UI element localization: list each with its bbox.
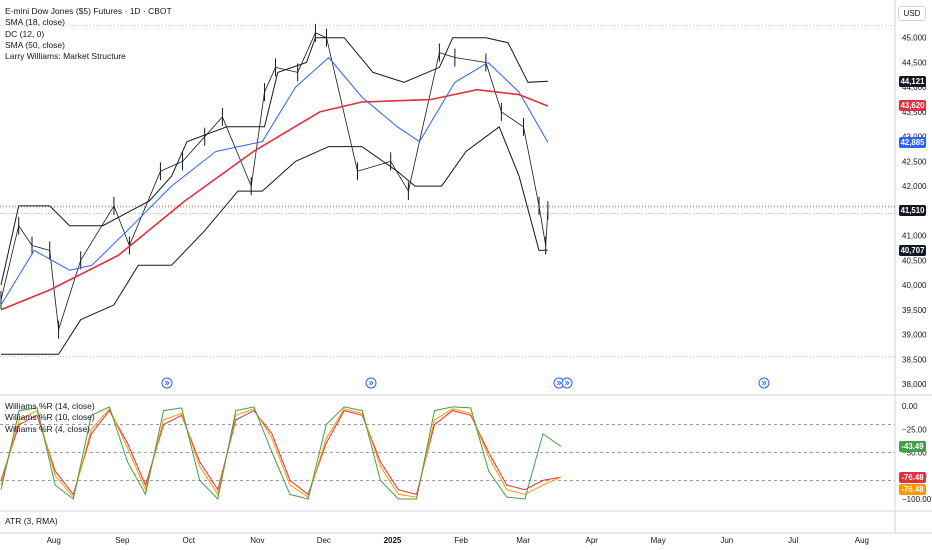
series-sma-50-close-: [0, 88, 549, 311]
legend-williams-10: Williams %R (10, close): [5, 412, 95, 423]
time-tick-label: Jul: [788, 536, 798, 545]
price-tick-label: 44,000: [902, 83, 927, 92]
time-tick-label: 2025: [384, 536, 402, 545]
legend-williams-4: Williams %R (4, close): [5, 423, 91, 434]
osc-tick-label: −100.00: [902, 495, 932, 504]
time-tick-label: Jun: [720, 536, 733, 545]
osc-williams-r-14-close-: [0, 409, 562, 496]
time-tick-label: Nov: [250, 536, 264, 545]
price-tick-label: 40,000: [902, 281, 927, 290]
atr-legend: ATR (3, RMA): [5, 516, 58, 527]
series-dc-upper: [0, 37, 548, 286]
time-tick-label: Aug: [47, 536, 61, 545]
series-close: [0, 32, 549, 331]
price-tick-label: 44,500: [902, 58, 927, 67]
osc-tick-label: 0.00: [902, 402, 918, 411]
event-arrow-icon: [761, 380, 767, 386]
series-sma-18-close-: [0, 57, 549, 306]
currency-button[interactable]: USD: [898, 6, 926, 21]
osc-tick-label: −50.00: [902, 449, 927, 458]
time-tick-label: Oct: [183, 536, 196, 545]
legend-market-structure: Larry Williams: Market Structure: [5, 51, 126, 62]
osc-williams-r-4-close-: [0, 406, 562, 501]
legend-sma-18: SMA (18, close): [5, 17, 65, 28]
time-tick-label: Mar: [516, 536, 530, 545]
price-tick-label: 42,000: [902, 182, 927, 191]
event-arrow-icon: [164, 380, 170, 386]
osc-williams-r-10-close-: [0, 407, 562, 499]
price-tick-label: 41,000: [902, 232, 927, 241]
price-tag: 40,707: [899, 244, 926, 256]
main-legend: E-mini Dow Jones ($5) Futures · 1D · CBO…: [5, 6, 172, 62]
time-tick-label: May: [651, 536, 666, 545]
chart-title: E-mini Dow Jones ($5) Futures · 1D · CBO…: [5, 6, 172, 16]
series-dc-lower: [1, 126, 548, 355]
price-tick-label: 39,000: [902, 331, 927, 340]
osc-tag: -76.48: [899, 483, 926, 495]
legend-dc: DC (12, 0): [5, 28, 45, 39]
time-tick-label: Apr: [586, 536, 599, 545]
osc-tick-label: −25.00: [902, 425, 927, 434]
price-tag: 44,121: [899, 75, 926, 87]
time-tick-label: Dec: [317, 536, 331, 545]
legend-williams-14: Williams %R (14, close): [5, 401, 95, 411]
time-tick-label: Aug: [855, 536, 869, 545]
legend-atr: ATR (3, RMA): [5, 516, 58, 526]
time-tick-label: Sep: [115, 536, 130, 545]
legend-sma-50: SMA (50, close): [5, 39, 65, 50]
price-tag: 41,510: [899, 204, 926, 216]
event-arrow-icon: [564, 380, 570, 386]
price-tick-label: 39,500: [902, 306, 927, 315]
price-tick-label: 40,500: [902, 256, 927, 265]
price-tag: 42,885: [899, 136, 926, 148]
osc-tag: -76.48: [899, 471, 926, 483]
event-arrow-icon: [368, 380, 374, 386]
price-tick-label: 38,000: [902, 380, 927, 389]
price-tick-label: 43,500: [902, 108, 927, 117]
price-tick-label: 42,500: [902, 157, 927, 166]
osc-tag: -43.49: [899, 440, 926, 452]
price-tick-label: 45,000: [902, 34, 927, 43]
price-tag: 43,620: [899, 100, 926, 112]
event-arrow-icon: [556, 380, 562, 386]
price-tick-label: 38,500: [902, 355, 927, 364]
time-tick-label: Feb: [454, 536, 468, 545]
osc-legend: Williams %R (14, close) Williams %R (10,…: [5, 401, 95, 435]
